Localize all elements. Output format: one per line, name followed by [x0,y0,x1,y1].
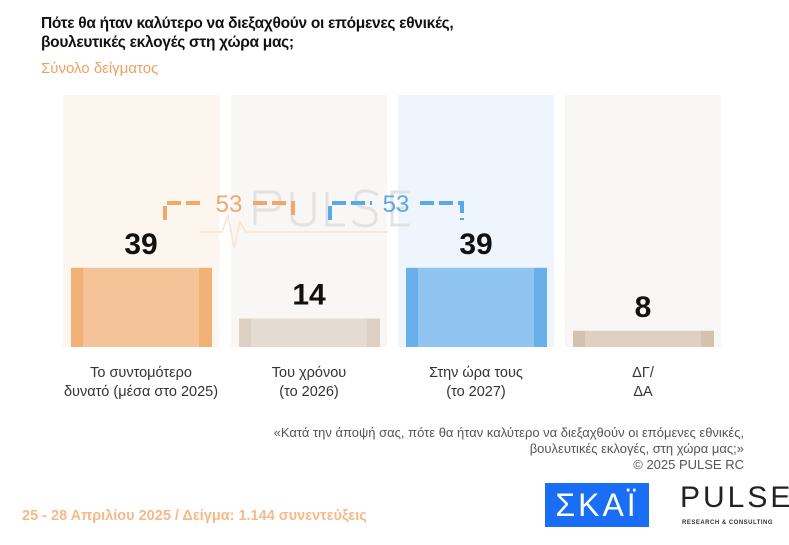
note-line1: «Κατά την άποψή σας, πότε θα ήταν καλύτε… [273,425,744,440]
bar [71,267,212,347]
group-total-label: 53 [216,191,243,218]
data-label: 39 [459,228,492,261]
bar [406,267,547,347]
group-bracket-left [328,201,372,220]
skai-logo: ΣΚΑΪ [545,483,649,527]
watermark-pulse-line-icon [200,212,388,249]
data-label: 39 [124,228,157,261]
category-label: Του χρόνου (το 2026) [271,365,347,400]
group-bracket-right [420,201,464,220]
pulse-logo-subtitle: RESEARCH & CONSULTING [682,520,774,526]
pulse-logo: PULSE [680,481,789,514]
note-line2: βουλευτικές εκλογές, στη χώρα μας;» [529,441,744,456]
bar-highlight [83,267,199,347]
group-bracket-right [253,201,295,220]
bar-highlight [251,318,367,347]
watermark-logo [253,189,410,228]
bar-highlight [418,267,534,347]
chart-subtitle: Σύνολο δείγματος [41,60,159,77]
bar [239,318,380,347]
category-label: ΔΓ/ΔΑ [632,365,654,400]
group-bracket-left [163,201,205,220]
category-label: Το συντομότερο δυνατό (μέσα στο 2025) [63,365,219,400]
bar [573,330,714,347]
data-label: 8 [635,291,652,324]
column-background [231,95,387,347]
column-background [565,95,721,347]
survey-info: 25 - 28 Απριλίου 2025 / Δείγμα: 1.144 συ… [22,508,367,524]
bar-highlight [585,330,701,347]
copyright: © 2025 PULSE RC [633,457,744,472]
chart-title: Πότε θα ήταν καλύτερο να διεξαχθούν οι ε… [41,15,454,51]
data-label: 14 [292,279,326,312]
group-total-label: 53 [383,191,410,218]
category-label: Στην ώρα τους (το 2027) [429,365,523,400]
question-note: «Κατά την άποψή σας, πότε θα ήταν καλύτε… [274,425,744,473]
